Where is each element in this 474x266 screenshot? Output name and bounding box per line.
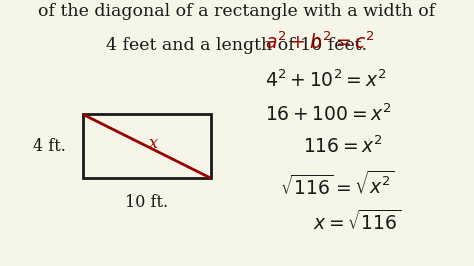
Text: $\sqrt{116}=\sqrt{x^2}$: $\sqrt{116}=\sqrt{x^2}$ [280, 170, 394, 198]
Text: $x=\sqrt{116}$: $x=\sqrt{116}$ [313, 210, 401, 234]
Bar [83, 114, 211, 178]
Text: $a^2+b^2=c^2$: $a^2+b^2=c^2$ [265, 32, 375, 53]
Text: 4 ft.: 4 ft. [34, 138, 66, 155]
Text: 4 feet and a length of 10 feet.: 4 feet and a length of 10 feet. [107, 37, 367, 54]
Text: x: x [149, 135, 158, 152]
Text: $16+100=x^2$: $16+100=x^2$ [265, 104, 392, 125]
Text: $4^2+10^2=x^2$: $4^2+10^2=x^2$ [265, 69, 387, 91]
Text: $116=x^2$: $116=x^2$ [303, 136, 383, 157]
Text: of the diagonal of a rectangle with a width of: of the diagonal of a rectangle with a wi… [38, 3, 436, 20]
Text: 10 ft.: 10 ft. [126, 194, 168, 211]
